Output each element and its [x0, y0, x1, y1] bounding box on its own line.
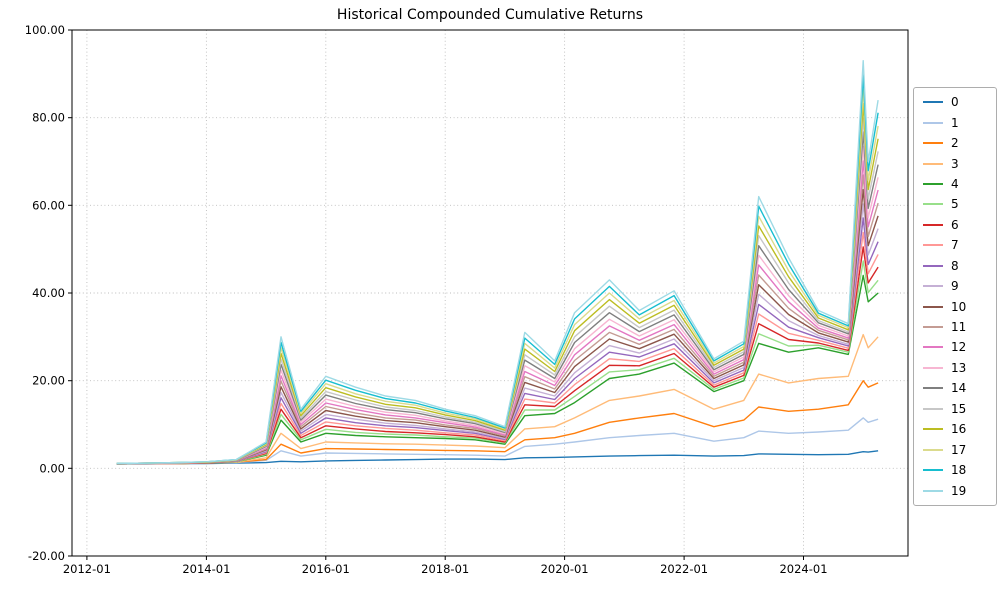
legend-item-17: 17 — [923, 439, 996, 459]
legend-item-19: 19 — [923, 480, 996, 500]
legend-line-swatch — [923, 182, 943, 185]
legend-item-9: 9 — [923, 276, 996, 296]
legend-label: 13 — [951, 360, 967, 375]
legend-label: 2 — [951, 136, 959, 151]
legend-item-13: 13 — [923, 358, 996, 378]
legend-item-4: 4 — [923, 174, 996, 194]
legend-label: 6 — [951, 217, 959, 232]
chart-title: Historical Compounded Cumulative Returns — [336, 7, 644, 23]
x-tick-label: 2022-01 — [660, 562, 708, 576]
legend-line-swatch — [923, 162, 943, 165]
series-line-14 — [116, 131, 879, 465]
legend-line-swatch — [923, 448, 943, 451]
y-tick-label: 40.00 — [32, 286, 65, 300]
series-line-5 — [116, 260, 879, 465]
legend-item-11: 11 — [923, 317, 996, 337]
legend-label: 18 — [951, 463, 967, 478]
legend-line-swatch — [923, 223, 943, 226]
legend-label: 5 — [951, 197, 959, 212]
series-line-11 — [116, 174, 879, 465]
y-tick-label: -20.00 — [28, 549, 65, 563]
legend-line-swatch — [923, 407, 943, 410]
series-line-7 — [116, 231, 879, 465]
x-tick-label: 2016-01 — [302, 562, 350, 576]
legend-label: 1 — [951, 115, 959, 130]
legend-label: 19 — [951, 483, 967, 498]
legend-line-swatch — [923, 285, 943, 288]
legend-item-15: 15 — [923, 399, 996, 419]
legend-item-2: 2 — [923, 133, 996, 153]
x-tick-label: 2012-01 — [63, 562, 111, 576]
legend-line-swatch — [923, 121, 943, 124]
legend-label: 10 — [951, 299, 967, 314]
legend-label: 11 — [951, 320, 967, 335]
x-tick-label: 2024-01 — [779, 562, 827, 576]
legend-label: 3 — [951, 156, 959, 171]
series-line-3 — [116, 333, 879, 465]
series-line-1 — [116, 417, 879, 465]
legend-label: 17 — [951, 442, 967, 457]
y-tick-label: 20.00 — [32, 374, 65, 388]
legend-label: 0 — [951, 95, 959, 110]
x-tick-label: 2020-01 — [541, 562, 589, 576]
legend-line-swatch — [923, 305, 943, 308]
legend-line-swatch — [923, 469, 943, 472]
legend-label: 9 — [951, 279, 959, 294]
legend-label: 12 — [951, 340, 967, 355]
legend-line-swatch — [923, 366, 943, 369]
series-line-4 — [116, 274, 879, 465]
legend-item-3: 3 — [923, 153, 996, 173]
legend-item-16: 16 — [923, 419, 996, 439]
legend-line-swatch — [923, 489, 943, 492]
legend-line-swatch — [923, 326, 943, 329]
legend-label: 15 — [951, 401, 967, 416]
legend-item-18: 18 — [923, 460, 996, 480]
legend-line-swatch — [923, 101, 943, 104]
y-tick-label: 0.00 — [39, 461, 65, 475]
series-line-13 — [116, 145, 879, 465]
x-tick-label: 2018-01 — [421, 562, 469, 576]
legend-label: 14 — [951, 381, 967, 396]
legend-line-swatch — [923, 346, 943, 349]
legend-label: 4 — [951, 176, 959, 191]
legend-line-swatch — [923, 244, 943, 247]
legend-line-swatch — [923, 264, 943, 267]
series-line-8 — [116, 217, 879, 465]
legend-item-0: 0 — [923, 92, 996, 112]
legend-line-swatch — [923, 203, 943, 206]
chart-legend: 0 1 2 3 4 5 6 7 8 9 10 11 12 13 14 15 16 17 18 19 — [913, 87, 997, 506]
legend-item-1: 1 — [923, 112, 996, 132]
legend-item-12: 12 — [923, 337, 996, 357]
legend-line-swatch — [923, 142, 943, 145]
y-tick-label: 60.00 — [32, 198, 65, 212]
legend-item-14: 14 — [923, 378, 996, 398]
legend-item-6: 6 — [923, 215, 996, 235]
y-tick-label: 100.00 — [25, 23, 65, 37]
legend-label: 7 — [951, 238, 959, 253]
legend-item-8: 8 — [923, 256, 996, 276]
legend-line-swatch — [923, 428, 943, 431]
legend-label: 16 — [951, 422, 967, 437]
series-line-18 — [116, 74, 879, 465]
series-line-16 — [116, 102, 879, 465]
legend-line-swatch — [923, 387, 943, 390]
legend-item-5: 5 — [923, 194, 996, 214]
y-tick-label: 80.00 — [32, 111, 65, 125]
x-tick-label: 2014-01 — [182, 562, 230, 576]
series-line-2 — [116, 380, 879, 465]
legend-label: 8 — [951, 258, 959, 273]
legend-item-10: 10 — [923, 296, 996, 316]
series-line-9 — [116, 203, 879, 465]
series-line-19 — [116, 60, 879, 465]
legend-item-7: 7 — [923, 235, 996, 255]
series-line-0 — [116, 450, 879, 465]
